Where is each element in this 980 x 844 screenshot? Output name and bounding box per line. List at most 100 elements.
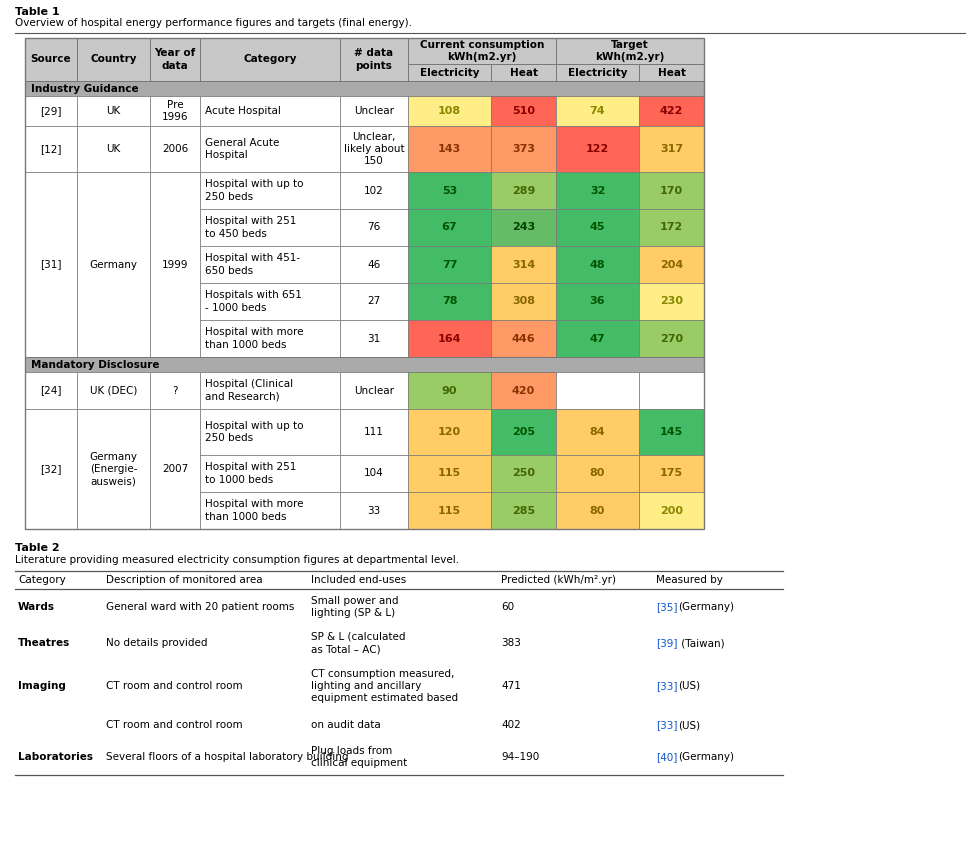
Text: 102: 102 — [365, 186, 384, 196]
Text: General ward with 20 patient rooms: General ward with 20 patient rooms — [106, 602, 294, 612]
Bar — [408, 492, 491, 529]
Bar — [556, 492, 639, 529]
Text: on audit data: on audit data — [311, 720, 381, 730]
Bar — [639, 283, 704, 320]
Text: 84: 84 — [590, 427, 606, 437]
Bar — [491, 492, 556, 529]
Text: Table 2: Table 2 — [15, 543, 60, 553]
Text: 90: 90 — [442, 386, 458, 396]
Text: 115: 115 — [438, 468, 461, 479]
Bar — [25, 96, 77, 126]
Text: Several floors of a hospital laboratory building: Several floors of a hospital laboratory … — [106, 752, 349, 762]
Bar — [639, 64, 704, 81]
Text: Hospital with up to
250 beds: Hospital with up to 250 beds — [205, 179, 304, 202]
Text: Pre
1996: Pre 1996 — [162, 100, 188, 122]
Text: 33: 33 — [368, 506, 380, 516]
Text: Wards: Wards — [18, 602, 55, 612]
Text: 200: 200 — [660, 506, 683, 516]
Text: Electricity: Electricity — [567, 68, 627, 78]
Text: 510: 510 — [512, 106, 535, 116]
Text: 67: 67 — [442, 223, 458, 232]
Bar — [77, 126, 150, 172]
Text: 74: 74 — [590, 106, 606, 116]
Bar — [408, 96, 491, 126]
Text: Target
kWh(m2.yr): Target kWh(m2.yr) — [595, 40, 664, 62]
Bar — [491, 64, 556, 81]
Text: Germany
(Energie-
ausweis): Germany (Energie- ausweis) — [89, 452, 137, 486]
Text: 120: 120 — [438, 427, 461, 437]
Text: 47: 47 — [590, 333, 606, 344]
Bar — [408, 283, 491, 320]
Text: Hospital with more
than 1000 beds: Hospital with more than 1000 beds — [205, 500, 304, 522]
Bar — [639, 96, 704, 126]
Text: 243: 243 — [512, 223, 535, 232]
Bar — [408, 172, 491, 209]
Text: Industry Guidance: Industry Guidance — [31, 84, 138, 94]
Bar — [77, 372, 150, 409]
Bar — [340, 209, 408, 246]
Bar — [200, 492, 340, 529]
Bar — [491, 126, 556, 172]
Bar — [77, 38, 150, 81]
Text: 2006: 2006 — [162, 144, 188, 154]
Text: Category: Category — [18, 575, 66, 585]
Bar — [639, 372, 704, 409]
Text: 31: 31 — [368, 333, 380, 344]
Bar — [77, 96, 150, 126]
Text: Plug loads from
clinical equipment: Plug loads from clinical equipment — [311, 746, 408, 768]
Text: General Acute
Hospital: General Acute Hospital — [205, 138, 279, 160]
Bar — [556, 320, 639, 357]
Text: 27: 27 — [368, 296, 380, 306]
Bar — [639, 209, 704, 246]
Text: ?: ? — [172, 386, 177, 396]
Text: 108: 108 — [438, 106, 461, 116]
Bar — [150, 172, 200, 357]
Text: 111: 111 — [364, 427, 384, 437]
Text: Hospital with 451-
650 beds: Hospital with 451- 650 beds — [205, 253, 300, 276]
Text: Hospital (Clinical
and Research): Hospital (Clinical and Research) — [205, 379, 293, 402]
Text: Measured by: Measured by — [656, 575, 723, 585]
Bar — [556, 246, 639, 283]
Text: Unclear: Unclear — [354, 386, 394, 396]
Text: 204: 204 — [660, 259, 683, 269]
Text: [29]: [29] — [40, 106, 62, 116]
Text: 145: 145 — [660, 427, 683, 437]
Text: 170: 170 — [660, 186, 683, 196]
Bar — [25, 172, 77, 357]
Text: CT consumption measured,
lighting and ancillary
equipment estimated based: CT consumption measured, lighting and an… — [311, 668, 458, 703]
Bar — [25, 372, 77, 409]
Text: (Germany): (Germany) — [678, 752, 734, 762]
Text: 270: 270 — [660, 333, 683, 344]
Bar — [408, 320, 491, 357]
Text: Unclear,
likely about
150: Unclear, likely about 150 — [344, 132, 405, 166]
Text: (Germany): (Germany) — [678, 602, 734, 612]
Text: 80: 80 — [590, 468, 606, 479]
Bar — [200, 283, 340, 320]
Text: Hospital with up to
250 beds: Hospital with up to 250 beds — [205, 421, 304, 443]
Text: 36: 36 — [590, 296, 606, 306]
Text: 373: 373 — [512, 144, 535, 154]
Bar — [340, 96, 408, 126]
Text: (Taiwan): (Taiwan) — [678, 638, 724, 648]
Bar — [408, 246, 491, 283]
Text: Small power and
lighting (SP & L): Small power and lighting (SP & L) — [311, 596, 399, 618]
Text: CT room and control room: CT room and control room — [106, 681, 243, 691]
Text: Country: Country — [90, 55, 137, 64]
Bar — [639, 409, 704, 455]
Text: Mandatory Disclosure: Mandatory Disclosure — [31, 360, 160, 370]
Bar — [340, 126, 408, 172]
Bar — [340, 283, 408, 320]
Bar — [340, 172, 408, 209]
Text: Year of
data: Year of data — [155, 48, 196, 71]
Text: Included end-uses: Included end-uses — [311, 575, 407, 585]
Text: Heat: Heat — [658, 68, 685, 78]
Bar — [491, 455, 556, 492]
Text: Germany: Germany — [89, 259, 137, 269]
Text: 164: 164 — [438, 333, 462, 344]
Bar — [408, 64, 491, 81]
Bar — [25, 409, 77, 529]
Text: 1999: 1999 — [162, 259, 188, 269]
Bar — [491, 372, 556, 409]
Text: 205: 205 — [512, 427, 535, 437]
Bar — [556, 283, 639, 320]
